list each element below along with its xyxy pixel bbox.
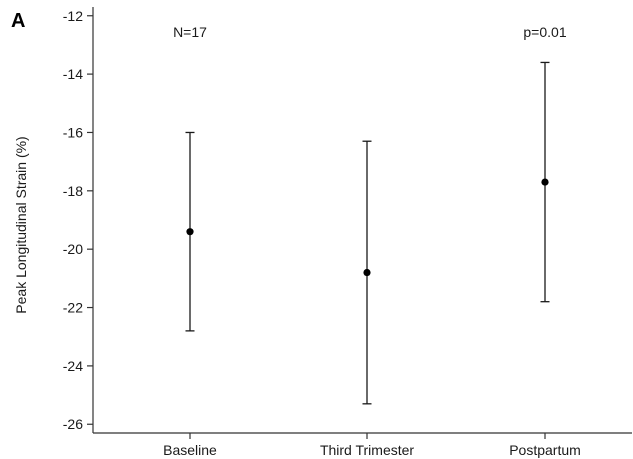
y-tick-label: -16 — [63, 124, 83, 140]
annotation: N=17 — [173, 24, 207, 40]
y-tick-label: -12 — [63, 8, 83, 24]
mean-point — [541, 178, 549, 186]
mean-point — [363, 268, 371, 277]
y-tick-label: -22 — [63, 300, 83, 316]
x-tick-label: Third Trimester — [320, 442, 414, 458]
annotation: p=0.01 — [523, 24, 566, 40]
y-tick-label: -20 — [63, 241, 83, 257]
y-axis-title: Peak Longitudinal Strain (%) — [13, 136, 29, 313]
y-tick-label: -18 — [63, 183, 83, 199]
x-ticks: Baseline Third Trimester Postpartum — [163, 433, 581, 458]
x-tick-label: Postpartum — [509, 442, 581, 458]
y-tick-label: -26 — [63, 416, 83, 432]
y-tick-label: -14 — [63, 66, 83, 82]
x-tick-label: Baseline — [163, 442, 217, 458]
y-tick-label: -24 — [63, 358, 83, 374]
axes — [92, 7, 632, 434]
y-ticks: -12 -14 -16 -18 -20 -22 -24 -26 — [63, 8, 93, 432]
annotations: N=17 p=0.01 — [173, 24, 567, 40]
data-marks — [185, 61, 550, 405]
panel-label: A — [11, 10, 25, 32]
mean-point — [186, 228, 194, 236]
